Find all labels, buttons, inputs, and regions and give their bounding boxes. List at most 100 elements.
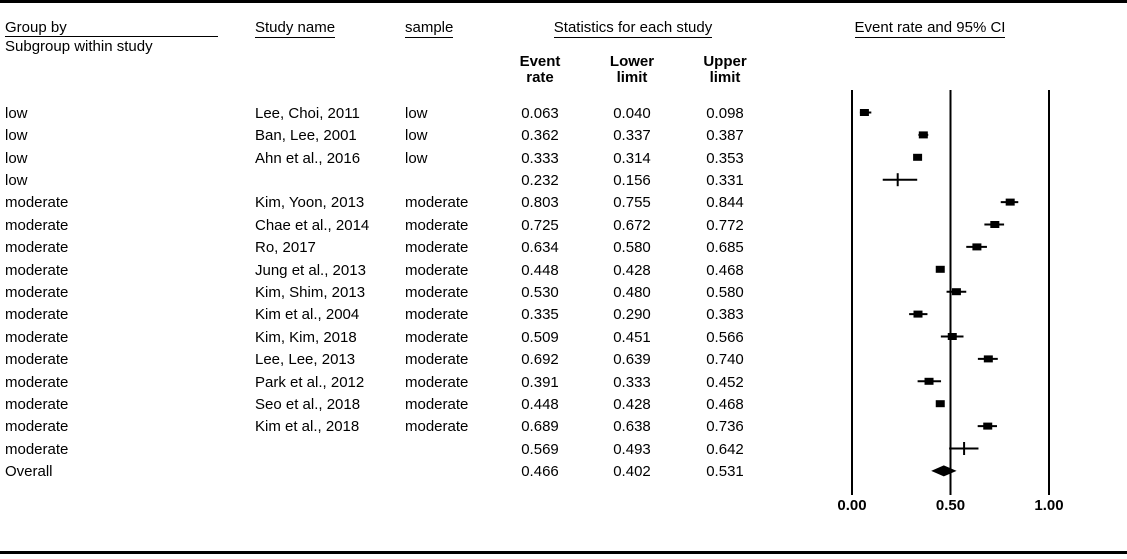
point-estimate-square-marker [947,333,957,340]
cell-lower-limit: 0.314 [613,149,651,167]
cell-upper-limit: 0.642 [706,440,744,458]
column-header-subgroup: Subgroup within study [5,38,153,55]
cell-lower-limit: 0.480 [613,284,651,301]
cell-group: Overall [5,463,53,481]
cell-lower-limit: 0.040 [613,104,651,122]
cell-study-name: Kim et al., 2018 [255,418,360,436]
cell-event-rate: 0.689 [521,418,559,436]
cell-upper-limit: 0.580 [706,284,744,301]
cell-lower-limit: 0.337 [613,127,651,145]
cell-sample: moderate [405,351,469,369]
cell-event-rate: 0.448 [521,261,559,279]
cell-upper-limit: 0.452 [706,373,744,391]
cell-upper-limit: 0.531 [706,463,744,481]
cell-sample: moderate [405,306,469,324]
cell-lower-limit: 0.156 [613,172,651,189]
event-rate-header-line1: Event [519,53,561,70]
point-estimate-square-marker [990,221,1000,228]
cell-event-rate: 0.530 [521,284,559,301]
point-estimate-square-marker [918,131,928,139]
cell-group: moderate [5,373,69,391]
table-row: moderate Kim, Kim, 2018 moderate 0.509 0.451… [0,327,1127,349]
point-estimate-square-marker [951,288,961,296]
point-estimate-square-marker [924,377,934,385]
cell-upper-limit: 0.844 [706,194,744,212]
statistics-section-title: Statistics for each study [505,19,761,38]
cell-sample: moderate [405,328,469,346]
cell-study-name: Park et al., 2012 [255,373,365,391]
cell-event-rate: 0.509 [521,328,559,346]
table-row: low Ahn et al., 2016 low 0.333 0.314 0.353 [0,148,1127,170]
cell-group: moderate [5,306,69,324]
column-header-upper-limit: Upper limit [689,54,761,85]
cell-sample: moderate [405,216,469,234]
upper-limit-header-line1: Upper [703,53,747,70]
table-row: low Ban, Lee, 2001 low 0.362 0.337 0.387 [0,125,1127,147]
top-divider [0,0,1127,3]
cell-upper-limit: 0.353 [706,149,744,167]
point-estimate-square-marker [913,310,923,318]
cell-sample: moderate [405,396,469,413]
study-name-label: Study name [255,19,336,38]
cell-upper-limit: 0.098 [706,104,744,122]
cell-event-rate: 0.335 [521,306,559,324]
cell-event-rate: 0.725 [521,216,559,234]
cell-upper-limit: 0.685 [706,239,744,257]
cell-group: low [5,104,28,122]
cell-study-name: Ban, Lee, 2001 [255,127,357,145]
cell-study-name: Kim, Shim, 2013 [255,284,366,301]
table-row: moderate Chae et al., 2014 moderate 0.725 0.… [0,215,1127,237]
cell-study-name: Kim, Kim, 2018 [255,328,357,346]
cell-event-rate: 0.391 [521,373,559,391]
cell-study-name: Kim et al., 2004 [255,306,360,324]
cell-sample: moderate [405,239,469,257]
axis-tick-label: 0.50 [935,497,966,514]
cell-upper-limit: 0.387 [706,127,744,145]
cell-lower-limit: 0.290 [613,306,651,324]
point-estimate-square-marker [1005,198,1015,206]
cell-upper-limit: 0.383 [706,306,744,324]
table-row: moderate Kim, Shim, 2013 moderate 0.530 0.48… [0,282,1127,304]
table-row: low Lee, Choi, 2011 low 0.063 0.040 0.098 [0,103,1127,125]
cell-group: low [5,172,28,189]
table-row: moderate Lee, Lee, 2013 moderate 0.692 0.639… [0,349,1127,371]
point-estimate-square-marker [913,153,923,161]
table-row: moderate Kim et al., 2004 moderate 0.335 0.2… [0,304,1127,326]
table-row: moderate Kim et al., 2018 moderate 0.689 0.6… [0,416,1127,438]
cell-group: moderate [5,351,69,369]
cell-upper-limit: 0.331 [706,172,744,189]
cell-upper-limit: 0.772 [706,216,744,234]
cell-study-name: Ro, 2017 [255,239,316,257]
table-row: moderate Ro, 2017 moderate 0.634 0.580 0.685 [0,237,1127,259]
cell-study-name: Kim, Yoon, 2013 [255,194,365,212]
statistics-title-label: Statistics for each study [553,19,713,38]
cell-sample: moderate [405,284,469,301]
cell-group: moderate [5,239,69,257]
cell-group: moderate [5,328,69,346]
cell-lower-limit: 0.580 [613,239,651,257]
cell-lower-limit: 0.755 [613,194,651,212]
cell-event-rate: 0.692 [521,351,559,369]
cell-sample: low [405,104,428,122]
cell-upper-limit: 0.740 [706,351,744,369]
lower-limit-header-line2: limit [616,68,648,86]
table-row: low 0.232 0.156 0.331 [0,170,1127,192]
column-header-event-rate: Event rate [504,54,576,85]
upper-limit-header-line2: limit [709,68,741,86]
cell-study-name: Chae et al., 2014 [255,216,370,234]
point-estimate-square-marker [983,355,993,363]
group-by-label: Group by [5,19,67,36]
cell-study-name: Lee, Lee, 2013 [255,351,356,369]
cell-group: moderate [5,440,69,458]
cell-sample: moderate [405,418,469,436]
cell-group: low [5,149,28,167]
cell-sample: low [405,149,428,167]
column-header-lower-limit: Lower limit [596,54,668,85]
table-row: moderate 0.569 0.493 0.642 [0,439,1127,461]
event-rate-header-line2: rate [526,68,554,86]
cell-sample: low [405,127,428,145]
cell-lower-limit: 0.638 [613,418,651,436]
cell-group: moderate [5,216,69,234]
cell-upper-limit: 0.468 [706,396,744,413]
